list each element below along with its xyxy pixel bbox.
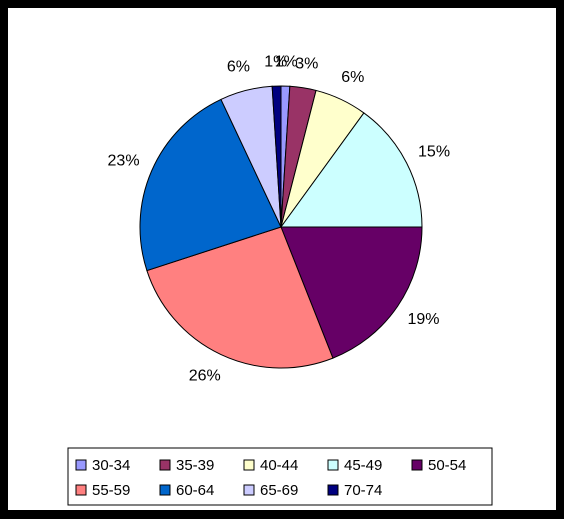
data-label: 15% — [418, 143, 450, 160]
data-label: 1% — [264, 53, 287, 70]
legend-swatch — [243, 484, 255, 496]
legend-swatch — [159, 459, 171, 471]
legend-swatch — [411, 459, 423, 471]
legend-swatch — [327, 484, 339, 496]
legend-label: 35-39 — [176, 457, 214, 474]
pie-slice — [146, 226, 334, 369]
legend-label: 45-49 — [344, 457, 382, 474]
data-label: 6% — [227, 58, 250, 75]
pie-slice — [280, 112, 423, 228]
legend-label: 50-54 — [428, 457, 466, 474]
data-label: 19% — [407, 311, 439, 328]
legend-label: 30-34 — [92, 457, 130, 474]
legend-swatch — [75, 459, 87, 471]
legend-box — [67, 447, 493, 506]
pie-slice — [139, 98, 282, 272]
pie-slice — [271, 85, 282, 228]
legend: 30-34 35-39 40-44 45-49 50-54 55-59 60-64 65-69… — [75, 457, 466, 499]
legend-label: 40-44 — [260, 457, 298, 474]
data-label: 1% — [275, 53, 298, 70]
data-label: 6% — [341, 69, 364, 86]
data-label: 3% — [295, 55, 318, 72]
legend-swatch — [75, 484, 87, 496]
legend-label: 55-59 — [92, 482, 130, 499]
data-label: 23% — [108, 153, 140, 170]
legend-swatch — [327, 459, 339, 471]
legend-swatch — [159, 484, 171, 496]
pie-slice — [280, 226, 423, 359]
legend-label: 60-64 — [176, 482, 214, 499]
legend-swatch — [243, 459, 255, 471]
legend-label: 70-74 — [344, 482, 382, 499]
legend-label: 65-69 — [260, 482, 298, 499]
data-label: 26% — [189, 368, 221, 385]
